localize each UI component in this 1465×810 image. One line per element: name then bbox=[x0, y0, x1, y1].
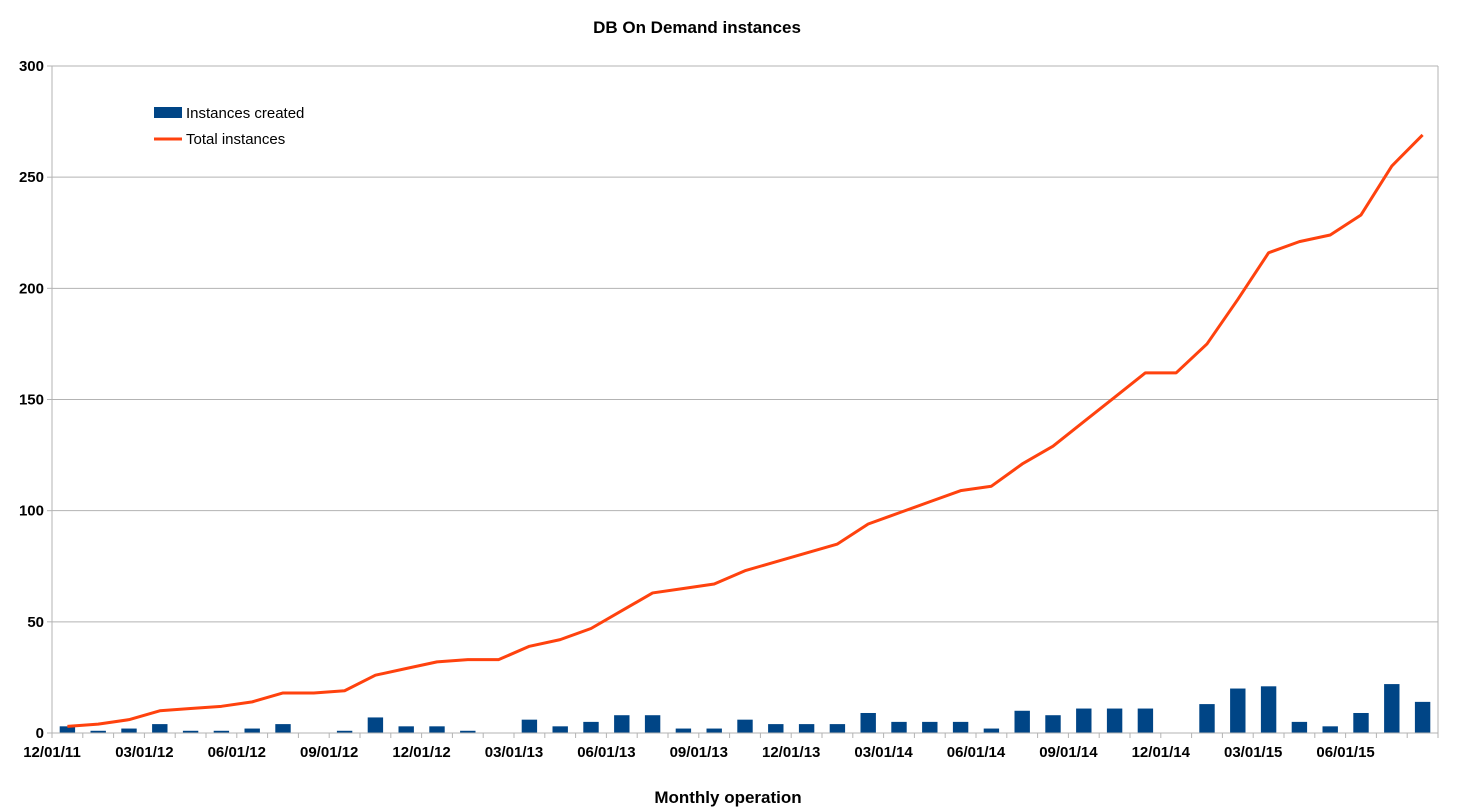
x-tick-label: 06/01/15 bbox=[1316, 744, 1374, 761]
bar bbox=[860, 712, 876, 733]
bar bbox=[1230, 688, 1246, 733]
x-tick-label: 09/01/13 bbox=[670, 744, 728, 761]
bar bbox=[675, 728, 692, 733]
legend-label-total-instances: Total instances bbox=[186, 131, 285, 148]
y-tick-label: 0 bbox=[36, 725, 44, 742]
x-tick-label: 06/01/12 bbox=[208, 744, 266, 761]
legend-label-instances-created: Instances created bbox=[186, 105, 304, 122]
bar bbox=[1014, 710, 1030, 733]
x-tick-label: 03/01/14 bbox=[854, 744, 913, 761]
bar bbox=[614, 715, 630, 733]
bar bbox=[59, 726, 76, 733]
bar bbox=[952, 721, 969, 733]
bar bbox=[1137, 708, 1154, 733]
bar bbox=[1291, 721, 1308, 733]
bar bbox=[922, 721, 938, 733]
bar bbox=[1106, 708, 1123, 733]
bar bbox=[213, 730, 230, 733]
x-tick-label: 12/01/14 bbox=[1132, 744, 1191, 761]
y-tick-label: 100 bbox=[19, 503, 44, 520]
bar bbox=[1199, 704, 1215, 733]
bar bbox=[552, 726, 568, 733]
bar bbox=[1353, 712, 1369, 733]
x-tick-label: 09/01/12 bbox=[300, 744, 358, 761]
x-tick-label: 03/01/15 bbox=[1224, 744, 1282, 761]
bar bbox=[152, 724, 168, 733]
bar bbox=[90, 730, 106, 733]
bar bbox=[1384, 684, 1400, 733]
bar bbox=[121, 728, 137, 733]
x-tick-label: 12/01/11 bbox=[23, 744, 81, 761]
x-tick-label: 03/01/12 bbox=[115, 744, 173, 761]
x-tick-label: 12/01/13 bbox=[762, 744, 820, 761]
y-tick-label: 300 bbox=[19, 58, 44, 75]
chart-title: DB On Demand instances bbox=[593, 18, 801, 37]
bar bbox=[1045, 715, 1061, 733]
line-series-total-instances bbox=[67, 133, 1424, 728]
bar bbox=[521, 719, 538, 733]
bar bbox=[706, 728, 722, 733]
bar bbox=[398, 726, 414, 733]
x-axis-title: Monthly operation bbox=[654, 788, 801, 807]
bar bbox=[244, 728, 260, 733]
x-tick-label: 06/01/14 bbox=[947, 744, 1006, 761]
bar bbox=[583, 721, 599, 733]
bar bbox=[182, 730, 199, 733]
y-tick-label: 150 bbox=[19, 392, 44, 409]
series-line bbox=[67, 133, 1424, 728]
x-tick-label: 03/01/13 bbox=[485, 744, 543, 761]
bar bbox=[737, 719, 753, 733]
bar bbox=[1322, 726, 1338, 733]
y-tick-label: 200 bbox=[19, 280, 44, 297]
bar bbox=[275, 724, 291, 733]
bar bbox=[336, 730, 353, 733]
bar bbox=[1260, 686, 1277, 733]
bar bbox=[460, 730, 476, 733]
bar-series-instances-created bbox=[59, 684, 1431, 733]
y-axis: 0 50 100 150 200 250 300 bbox=[19, 58, 52, 742]
bar bbox=[829, 724, 846, 733]
y-tick-label: 50 bbox=[27, 614, 44, 631]
bar bbox=[429, 726, 445, 733]
x-tick-label: 06/01/13 bbox=[577, 744, 635, 761]
bar bbox=[1076, 708, 1092, 733]
gridlines bbox=[51, 65, 1439, 734]
bar bbox=[1414, 701, 1431, 733]
legend: Instances created Total instances bbox=[154, 105, 304, 148]
y-tick-label: 250 bbox=[19, 169, 44, 186]
bar bbox=[891, 721, 907, 733]
x-tick-label: 09/01/14 bbox=[1039, 744, 1098, 761]
bar bbox=[644, 715, 661, 733]
legend-swatch-instances-created bbox=[154, 107, 182, 118]
bar bbox=[367, 717, 384, 733]
bar bbox=[798, 724, 815, 733]
x-axis: 12/01/11 03/01/12 06/01/12 09/01/12 12/01/12… bbox=[23, 732, 1439, 761]
bar bbox=[768, 724, 784, 733]
bar bbox=[983, 728, 1000, 733]
x-tick-label: 12/01/12 bbox=[392, 744, 450, 761]
